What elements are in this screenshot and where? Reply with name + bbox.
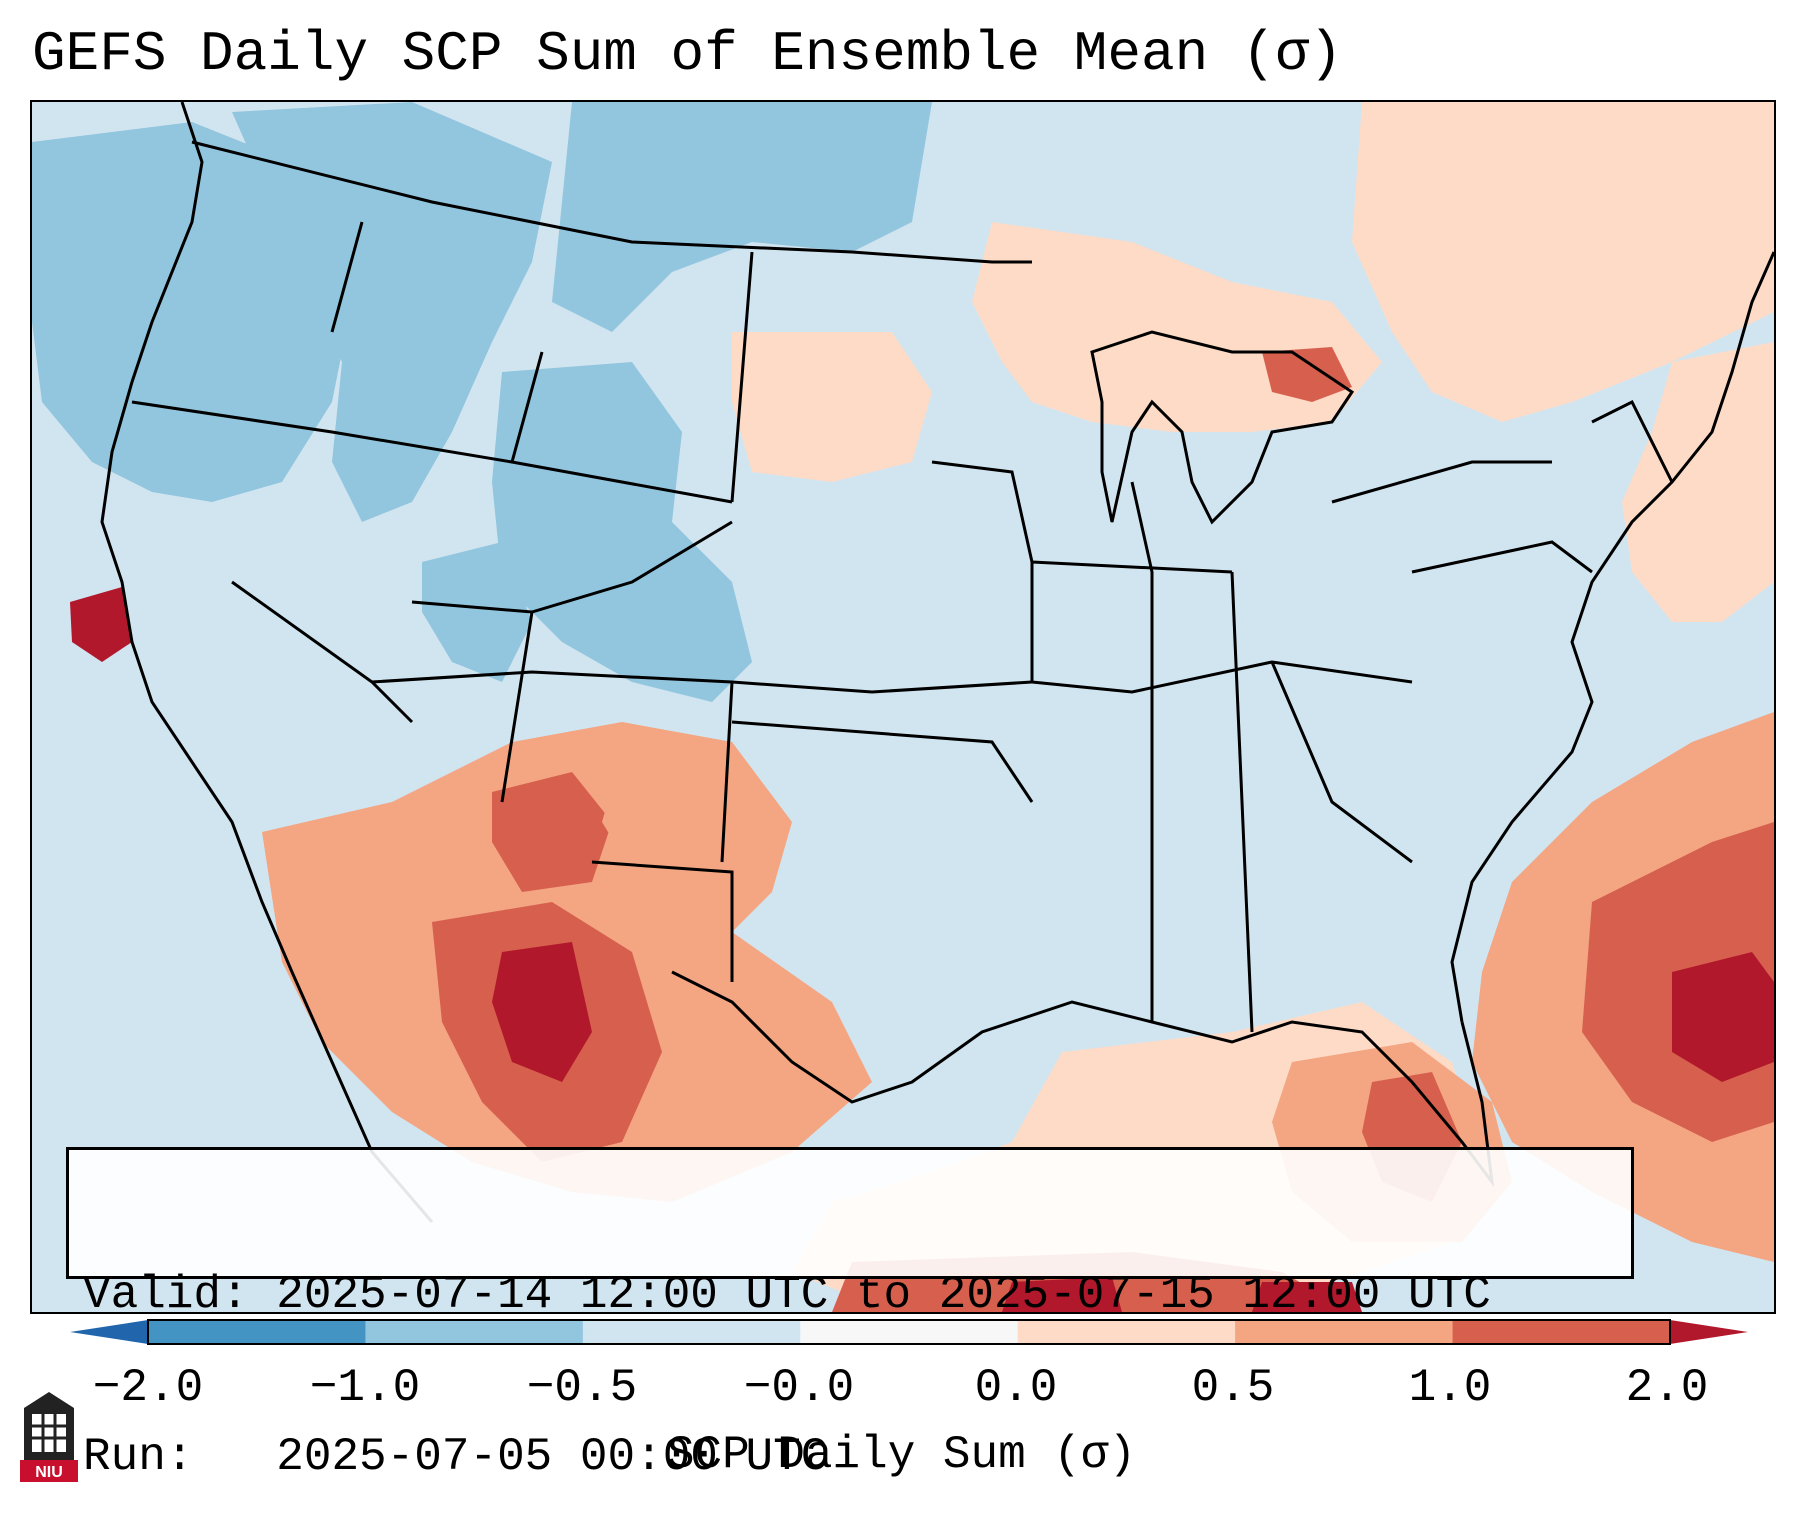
anomaly-region — [1622, 342, 1774, 622]
boundaries — [100, 102, 1774, 1223]
anomaly-region — [732, 332, 932, 482]
anomaly-region — [1672, 952, 1774, 1082]
colorbar-tick-label: 0.0 — [974, 1362, 1058, 1414]
colorbar-over-arrow — [1670, 1320, 1748, 1344]
logo-window-lines — [32, 1414, 66, 1452]
anomaly-region — [492, 942, 592, 1082]
anomaly-region — [422, 542, 532, 682]
great-lakes-outline — [1090, 330, 1355, 525]
colorbar-tick-label: −1.0 — [309, 1362, 421, 1414]
anomaly-region — [1002, 1277, 1362, 1312]
colorbar-under-arrow — [70, 1320, 148, 1344]
niu-logo: NIU — [20, 1392, 78, 1482]
state-line — [591, 680, 1034, 982]
anomaly-field — [32, 102, 1774, 1312]
colorbar-tick-label: 1.0 — [1408, 1362, 1492, 1414]
colorbar-tick-label: −0.0 — [743, 1362, 855, 1414]
colorbar-bin — [365, 1320, 584, 1344]
run-time-text: Run: 2025-07-05 00:00 UTC — [83, 1431, 829, 1483]
anomaly-region — [232, 102, 552, 522]
west-coast-line — [100, 102, 434, 1223]
logo-window-grid — [32, 1414, 66, 1452]
anomaly-region — [1352, 102, 1774, 422]
colorbar-bin — [1017, 1320, 1236, 1344]
colorbar-bin — [800, 1320, 1019, 1344]
logo-text: NIU — [35, 1464, 63, 1481]
state-line — [131, 400, 733, 504]
anomaly-region — [602, 742, 732, 872]
anomaly-region — [70, 587, 132, 662]
anomaly-region — [552, 102, 932, 332]
state-line — [330, 221, 754, 503]
colorbar-bin — [148, 1320, 366, 1344]
state-line — [1130, 481, 1413, 1033]
canada-border-line — [191, 140, 1032, 264]
anomaly-region — [1262, 347, 1352, 402]
colorbar-tick-label: −2.0 — [92, 1362, 204, 1414]
state-line — [1331, 399, 1674, 574]
anomaly-region — [492, 772, 612, 892]
state-line — [231, 580, 873, 724]
state-line — [411, 520, 734, 863]
colorbar-bin — [582, 1320, 801, 1344]
colorbar-bin — [1452, 1320, 1671, 1344]
map-svg — [32, 102, 1774, 1312]
logo-banner — [20, 1460, 78, 1482]
chart-title: GEFS Daily SCP Sum of Ensemble Mean (σ) — [32, 22, 1343, 86]
valid-time-text: Valid: 2025-07-14 12:00 UTC to 2025-07-1… — [83, 1269, 1491, 1321]
colorbar-tick-label: −0.5 — [526, 1362, 638, 1414]
colorbar-tick-label: 2.0 — [1625, 1362, 1709, 1414]
colorbar-bins — [148, 1320, 1671, 1344]
map-panel — [30, 100, 1776, 1314]
colorbar — [70, 1319, 1748, 1345]
colorbar-label: SCP Daily Sum (σ) — [666, 1429, 1137, 1481]
validity-info-box: Valid: 2025-07-14 12:00 UTC to 2025-07-1… — [66, 1147, 1634, 1483]
east-coast-line — [1450, 251, 1774, 1023]
anomaly-region — [492, 362, 752, 702]
colorbar-outline — [147, 1319, 1671, 1345]
colorbar-bin — [1235, 1320, 1454, 1344]
colorbar-tick-label: 0.5 — [1191, 1362, 1275, 1414]
